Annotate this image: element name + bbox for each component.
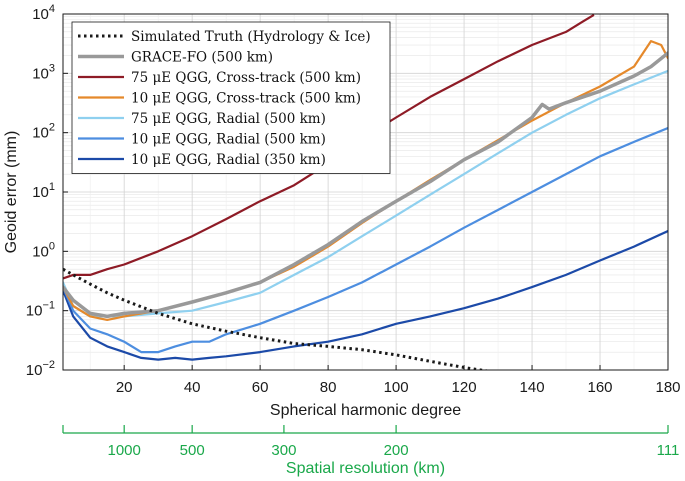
x-axis-label: Spherical harmonic degree — [270, 402, 461, 419]
x-tick-label: 140 — [520, 379, 545, 396]
legend: Simulated Truth (Hydrology & Ice) GRACE-F… — [71, 21, 391, 174]
legend-entry-label: GRACE-FO (500 km) — [131, 50, 273, 66]
x-tick-label: 120 — [452, 379, 477, 396]
series-lines — [63, 14, 668, 370]
x-tick-label: 80 — [320, 379, 337, 396]
legend-entry-label: 75 μE QGG, Cross-track (500 km) — [131, 70, 361, 86]
y-axis-label: Geoid error (mm) — [3, 131, 20, 254]
y-tick-label: 100 — [32, 240, 55, 260]
x-tick-label: 60 — [252, 379, 269, 396]
series-line-7 — [63, 229, 668, 361]
spatial-resolution-label: Spatial resolution (km) — [286, 460, 445, 477]
x-tick-label: 20 — [116, 379, 133, 396]
resolution-tick-label: 1000 — [107, 442, 140, 459]
resolution-tick-label: 300 — [271, 442, 296, 459]
spatial-resolution-axis: 1000 500 300 200 111 — [62, 425, 680, 459]
y-axis-ticks: 10−2 10−1 100 101 102 103 104 — [26, 3, 68, 379]
y-tick-label: 103 — [32, 62, 55, 82]
y-tick-label: 104 — [32, 3, 55, 23]
legend-entry-label: 10 μE QGG, Radial (350 km) — [131, 152, 326, 168]
x-tick-label: 180 — [655, 379, 680, 396]
resolution-tick-label: 500 — [180, 442, 205, 459]
y-tick-label: 10−2 — [26, 359, 55, 379]
series-line-1 — [63, 267, 491, 370]
x-tick-label: 160 — [588, 379, 613, 396]
legend-entry-label: 75 μE QGG, Radial (500 km) — [131, 111, 326, 127]
resolution-tick-label: 200 — [384, 442, 409, 459]
x-tick-label: 100 — [384, 379, 409, 396]
series-line-6 — [63, 126, 668, 354]
y-tick-label: 102 — [32, 122, 55, 142]
series-line-3 — [63, 14, 595, 280]
legend-box — [71, 21, 391, 174]
series-line-2 — [63, 51, 668, 319]
x-tick-label: 40 — [184, 379, 201, 396]
x-axis-ticks: 20 40 60 80 100 120 140 160 180 — [116, 365, 681, 396]
y-tick-label: 101 — [32, 181, 55, 201]
grid-lines — [63, 13, 669, 371]
legend-entry-label: 10 μE QGG, Cross-track (500 km) — [131, 91, 361, 107]
resolution-tick-label: 111 — [657, 442, 680, 459]
legend-entry-label: Simulated Truth (Hydrology & Ice) — [131, 29, 371, 45]
y-tick-label: 10−1 — [26, 300, 55, 320]
legend-entry-label: 10 μE QGG, Radial (500 km) — [131, 132, 326, 148]
